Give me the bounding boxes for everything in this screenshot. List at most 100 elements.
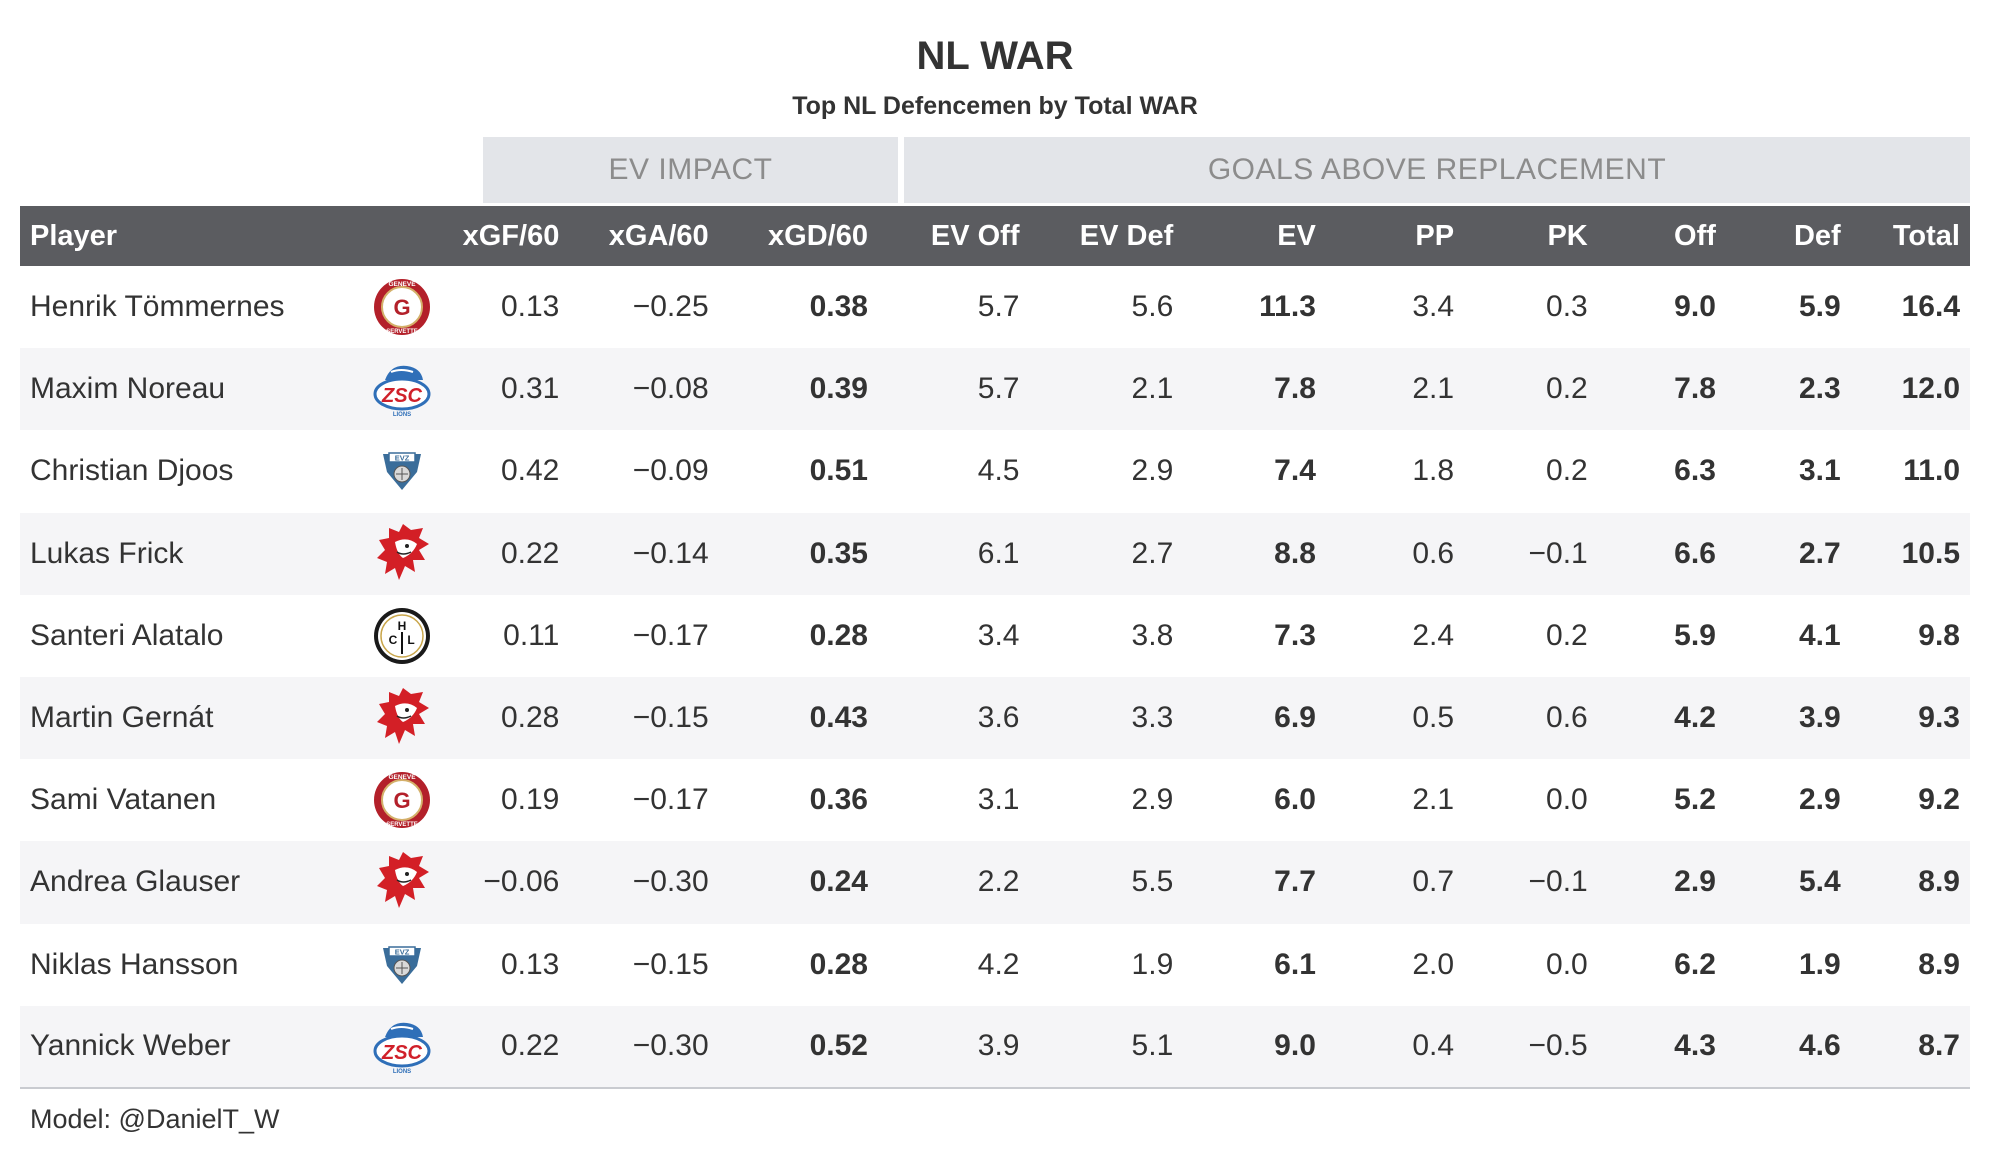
col-header-total: Total — [1892, 219, 1960, 252]
cell-ev-def: 2.9 — [1131, 454, 1174, 488]
cell-def: 1.9 — [1798, 947, 1841, 981]
lausanne-lion-logo-icon — [377, 523, 430, 580]
col-header-def: Def — [1793, 219, 1841, 252]
player-name: Maxim Noreau — [30, 372, 226, 406]
player-name: Christian Djoos — [30, 454, 234, 488]
cell-off: 2.9 — [1674, 865, 1716, 899]
svg-text:GENEVE: GENEVE — [389, 281, 417, 288]
cell-xga: −0.25 — [632, 290, 709, 324]
cell-xgd: 0.28 — [809, 618, 868, 652]
svg-text:G: G — [394, 295, 411, 320]
cell-pp: 2.1 — [1412, 372, 1455, 406]
cell-xgf: 0.28 — [500, 701, 560, 735]
svg-text:EVZ: EVZ — [395, 947, 410, 956]
cell-pk: 0.0 — [1546, 783, 1588, 817]
player-name: Martin Gernát — [30, 701, 214, 735]
cell-off: 7.8 — [1674, 372, 1716, 406]
cell-pk: −0.5 — [1528, 1029, 1588, 1063]
cell-ev: 6.1 — [1274, 947, 1316, 981]
cell-off: 4.3 — [1674, 1029, 1716, 1063]
col-header-ev-def: EV Def — [1079, 219, 1174, 252]
player-name: Henrik Tömmernes — [30, 290, 285, 324]
cell-xga: −0.15 — [632, 947, 709, 981]
cell-ev-def: 3.8 — [1131, 618, 1174, 652]
cell-xgf: 0.42 — [500, 454, 560, 488]
cell-ev-off: 5.7 — [977, 372, 1020, 406]
player-name: Andrea Glauser — [30, 865, 241, 899]
cell-ev: 7.7 — [1274, 865, 1316, 899]
svg-text:G: G — [394, 788, 411, 813]
cell-ev-def: 2.9 — [1131, 783, 1174, 817]
lausanne-lion-logo-icon — [377, 688, 430, 745]
team-logo: H C L — [354, 595, 450, 677]
cell-total: 8.9 — [1918, 865, 1960, 899]
group-header-ev-impact: EV IMPACT — [483, 137, 898, 203]
cell-ev-def: 3.3 — [1131, 701, 1174, 735]
cell-pp: 0.4 — [1412, 1029, 1455, 1063]
team-logo: G GENEVE SERVETTE — [354, 266, 450, 348]
cell-ev-def: 2.7 — [1131, 536, 1174, 570]
cell-pp: 1.8 — [1412, 454, 1455, 488]
svg-text:ZSC: ZSC — [381, 385, 423, 407]
team-logo: ZSC LIONS — [354, 348, 450, 430]
table-row: Martin Gernát 0.28 −0.15 0.43 3.6 3.3 6.9 0.5 0… — [20, 676, 1970, 760]
svg-text:EVZ: EVZ — [395, 454, 410, 463]
cell-ev-def: 5.5 — [1131, 865, 1174, 899]
cell-def: 4.1 — [1798, 618, 1841, 652]
cell-def: 5.4 — [1798, 865, 1841, 899]
cell-ev-def: 2.1 — [1131, 372, 1174, 406]
cell-xga: −0.14 — [632, 536, 709, 570]
cell-off: 4.2 — [1674, 701, 1716, 735]
player-name: Santeri Alatalo — [30, 618, 224, 652]
cell-off: 5.2 — [1674, 783, 1716, 817]
cell-pp: 0.6 — [1412, 536, 1455, 570]
svg-text:GENEVE: GENEVE — [389, 774, 417, 781]
cell-ev-off: 2.2 — [977, 865, 1020, 899]
cell-ev: 7.3 — [1274, 618, 1316, 652]
player-name: Niklas Hansson — [30, 947, 239, 981]
cell-xgd: 0.36 — [809, 783, 868, 817]
cell-ev: 8.8 — [1274, 536, 1316, 570]
cell-ev: 9.0 — [1274, 1029, 1316, 1063]
cell-xgd: 0.43 — [809, 701, 868, 735]
cell-total: 12.0 — [1901, 372, 1960, 406]
cell-ev-off: 3.6 — [977, 701, 1020, 735]
cell-pk: 0.2 — [1546, 618, 1588, 652]
geneve-servette-logo-icon: G GENEVE SERVETTE — [374, 772, 431, 829]
column-header-row: Player xGF/60 xGA/60 xGD/60 EV Off EV De… — [20, 206, 1970, 266]
cell-total: 9.2 — [1918, 783, 1960, 817]
player-name: Sami Vatanen — [30, 783, 217, 817]
cell-ev-off: 4.2 — [977, 947, 1020, 981]
cell-def: 4.6 — [1798, 1029, 1841, 1063]
cell-xgd: 0.24 — [809, 865, 868, 899]
evz-logo-icon: EVZ — [383, 945, 422, 984]
cell-xga: −0.17 — [632, 783, 709, 817]
cell-ev-def: 5.1 — [1131, 1029, 1174, 1063]
cell-def: 5.9 — [1798, 290, 1841, 324]
cell-xgd: 0.38 — [809, 290, 868, 324]
cell-total: 9.3 — [1918, 701, 1960, 735]
table-row: Lukas Frick 0.22 −0.14 0.35 6.1 2.7 8.8 0.6 −0.… — [20, 512, 1970, 595]
evz-logo-icon: EVZ — [383, 452, 422, 491]
cell-xga: −0.30 — [632, 1029, 709, 1063]
cell-xgf: 0.13 — [500, 290, 560, 324]
cell-xga: −0.17 — [632, 618, 709, 652]
cell-ev-def: 1.9 — [1131, 947, 1174, 981]
cell-def: 3.1 — [1798, 454, 1841, 488]
cell-ev-off: 5.7 — [977, 290, 1020, 324]
cell-off: 9.0 — [1674, 290, 1716, 324]
svg-text:ZSC: ZSC — [381, 1042, 423, 1064]
cell-xgf: −0.06 — [483, 865, 560, 899]
svg-text:L: L — [408, 633, 415, 647]
cell-off: 5.9 — [1674, 618, 1716, 652]
lausanne-lion-logo-icon — [377, 852, 430, 909]
svg-text:LIONS: LIONS — [393, 412, 411, 418]
cell-ev-off: 3.9 — [977, 1029, 1020, 1063]
cell-def: 2.3 — [1798, 372, 1841, 406]
cell-pp: 0.5 — [1412, 701, 1455, 735]
cell-xga: −0.30 — [632, 865, 709, 899]
cell-ev: 7.8 — [1274, 372, 1316, 406]
cell-def: 2.7 — [1798, 536, 1841, 570]
cell-ev: 6.9 — [1274, 701, 1316, 735]
